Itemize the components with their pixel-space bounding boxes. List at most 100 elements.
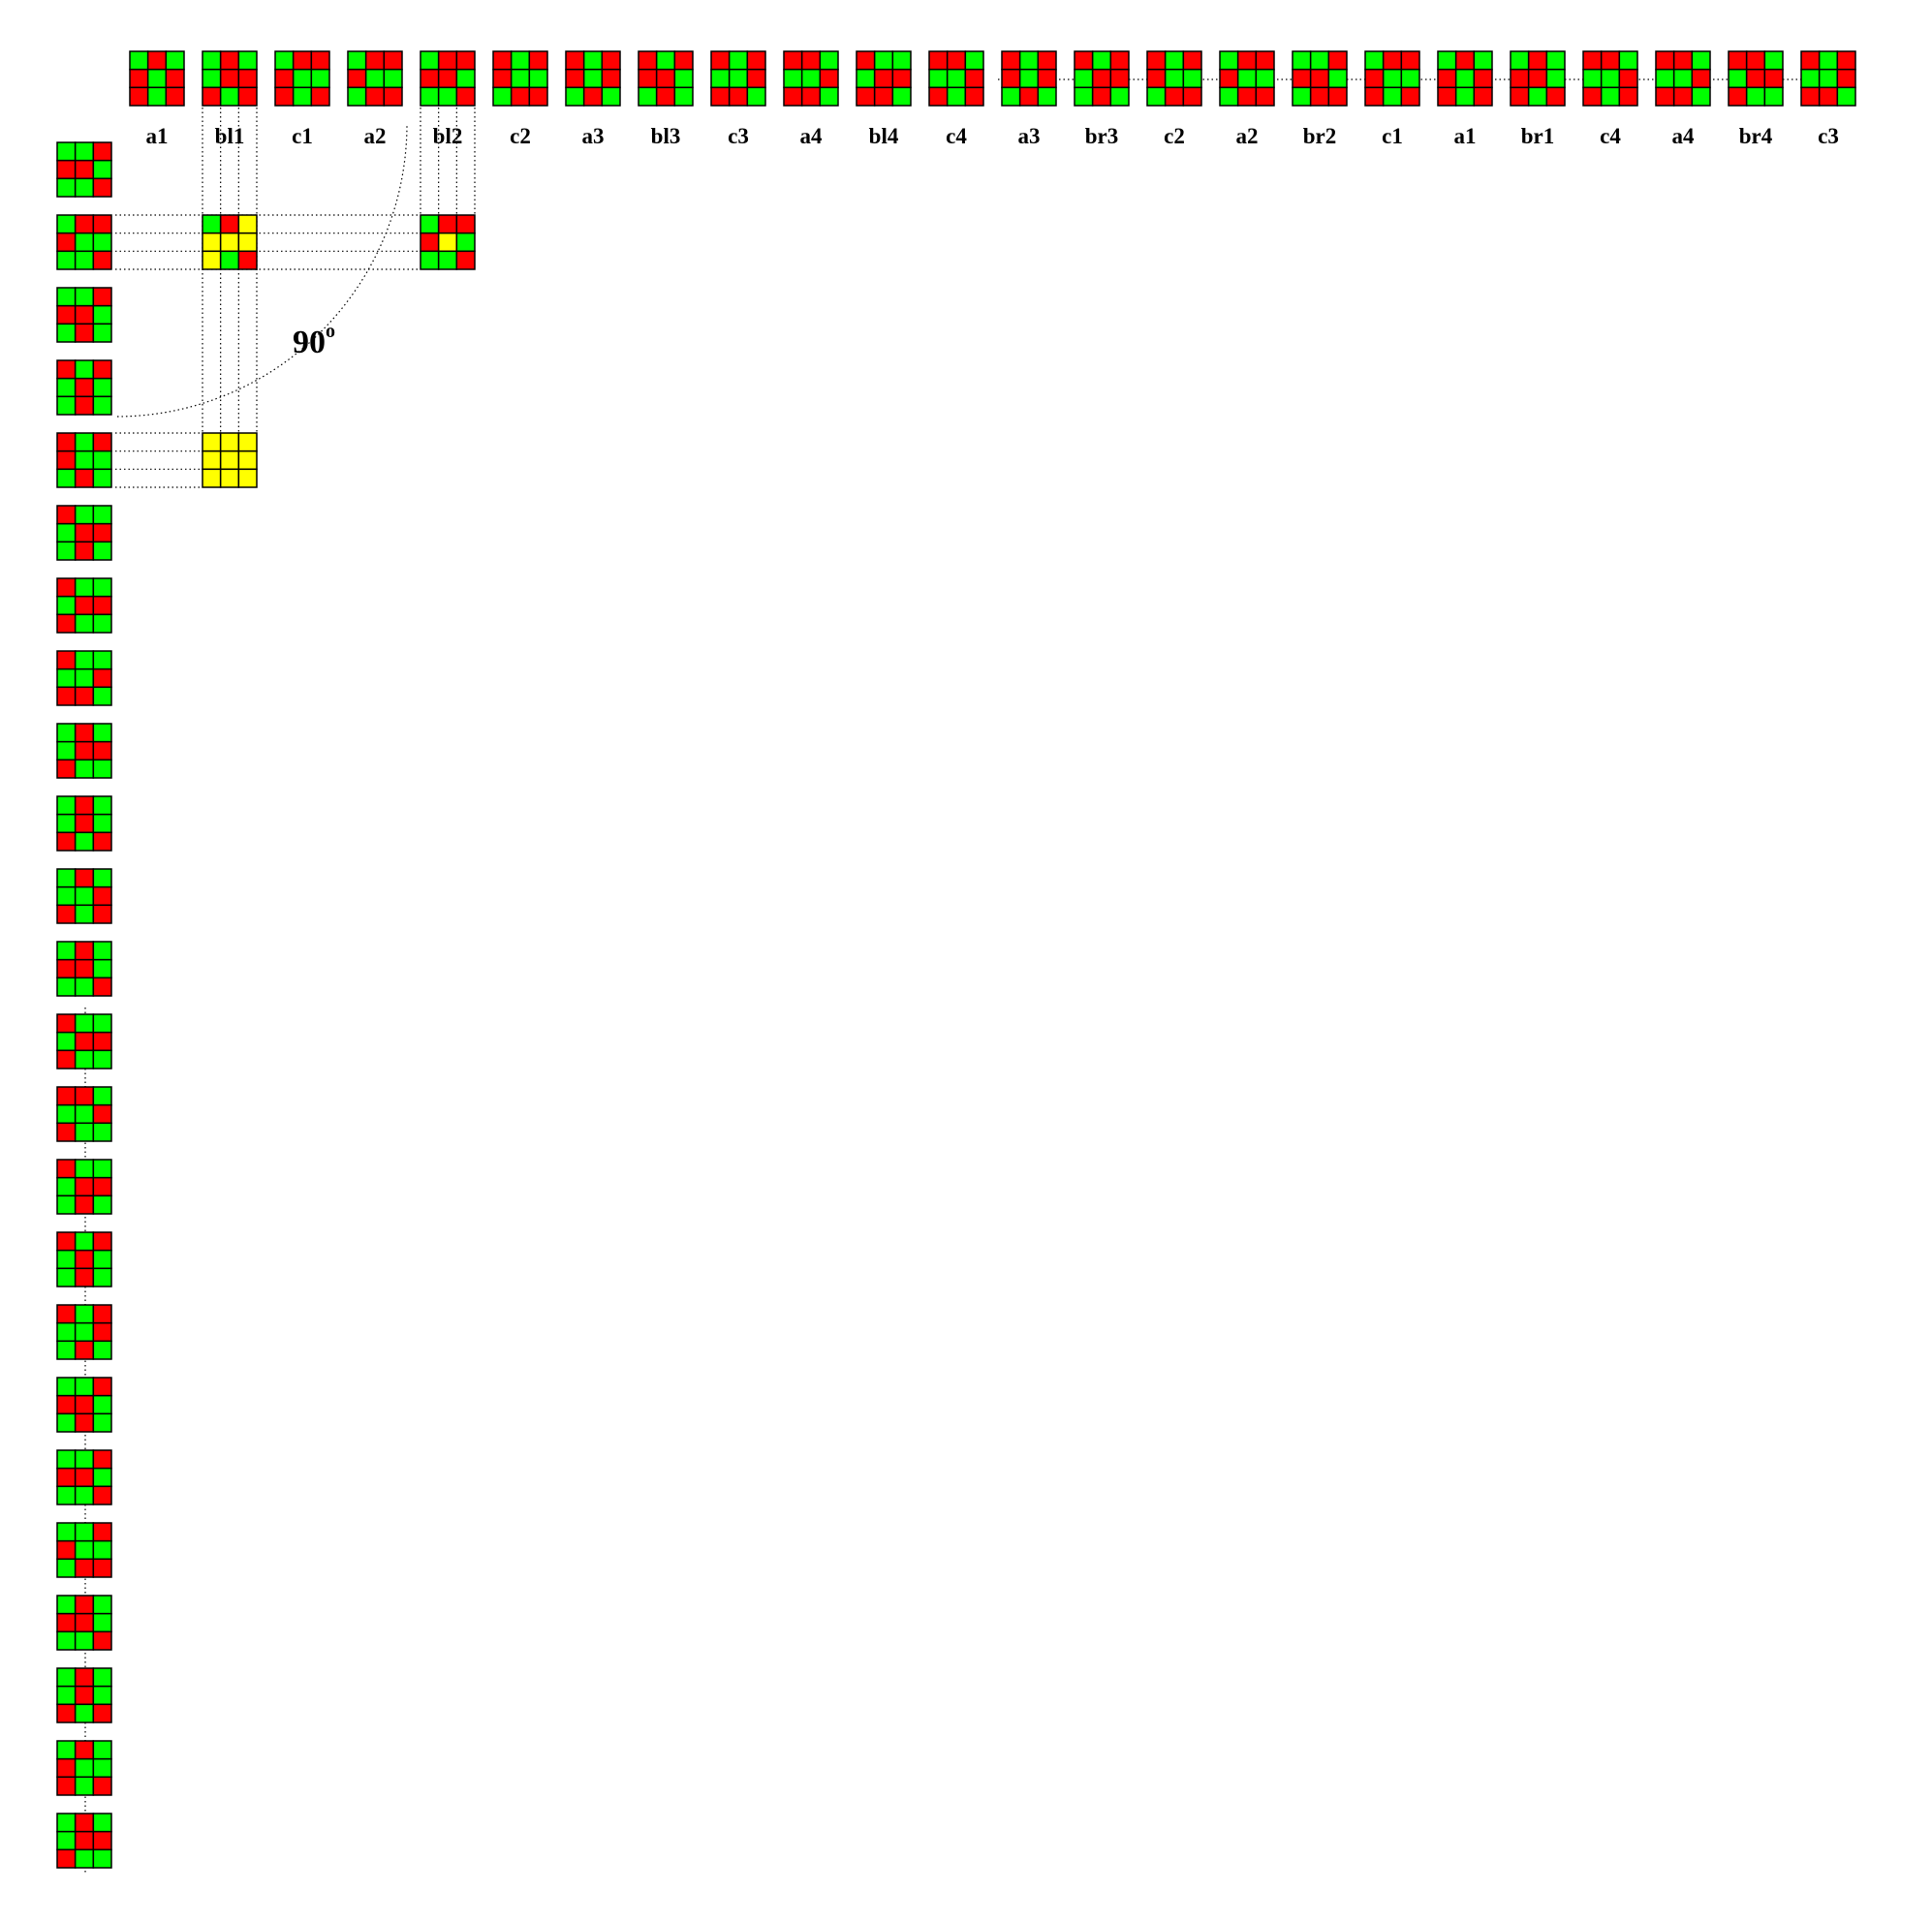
tile-cell [56,141,77,162]
left-tile [56,650,112,706]
tile-cell [74,1321,95,1343]
tile-cell [1582,68,1603,89]
tile-cell [1219,86,1239,107]
top-tile-c3 [1800,50,1856,107]
tile-cell [92,1558,112,1578]
tile-cell [165,86,185,107]
top-tile-bl4 [856,50,912,107]
tile-cell [92,450,112,471]
tile-cell [74,740,95,761]
tile-cell [1255,50,1275,71]
tile-cell [1527,68,1548,89]
tile-cell [56,1086,77,1106]
tile-cell [74,432,95,452]
tile-cell [364,68,386,89]
tile-cell [92,958,112,979]
tile-cell [219,432,240,452]
tile-cell [856,68,876,89]
tile-cell [565,86,585,107]
tile-cell [202,50,222,71]
tile-cell [1473,86,1493,107]
tile-cell [437,86,458,107]
tile-cell [1672,86,1694,107]
tile-cell [1109,86,1130,107]
tile-cell [1600,68,1621,89]
tile-cell [56,667,77,689]
tile-cell [56,468,77,488]
tile-cell [92,177,112,198]
tile-cell [219,86,240,107]
tile-cell [510,68,531,89]
tile-cell [74,977,95,997]
tile-cell [92,941,112,961]
tile-cell [56,686,77,706]
tile-cell [1382,86,1403,107]
tile-cell [1182,50,1202,71]
tile-cell [1037,86,1057,107]
tile-cell [1582,50,1603,71]
tile-cell [74,958,95,979]
tile-cell [74,1103,95,1125]
tile-cell [292,68,313,89]
left-tile [56,795,112,852]
tile-label: br2 [1303,124,1337,148]
tile-cell [528,86,548,107]
tile-cell [638,68,658,89]
tile-cell [1091,50,1112,71]
tile-cell [92,287,112,307]
tile-cell [74,1467,95,1488]
tile-cell [1382,50,1403,71]
tile-cell [56,432,77,452]
tile-cell [1545,50,1566,71]
tile-cell [1454,68,1476,89]
tile-cell [1382,68,1403,89]
tile-cell [1236,50,1258,71]
tile-cell [1691,68,1711,89]
tile-cell [1400,50,1420,71]
tile-cell [237,432,258,452]
tile-cell [56,1595,77,1615]
tile-cell [74,1848,95,1869]
tile-cell [92,1740,112,1760]
tile-cell [1655,68,1675,89]
top-tile-a3 [1001,50,1057,107]
tile-cell [92,1122,112,1142]
tile-cell [56,1194,77,1215]
tile-cell [1437,50,1457,71]
left-tile [56,1086,112,1142]
tile-cell [129,86,149,107]
tile-cell [783,50,803,71]
tile-cell [92,1449,112,1470]
tile-cell [219,50,240,71]
tile-cell [1219,68,1239,89]
tile-cell [383,86,403,107]
left-tile [56,1159,112,1215]
tile-cell [1001,68,1021,89]
tile-cell [56,759,77,779]
left-tile [56,1667,112,1723]
left-tile [56,941,112,997]
tile-cell [56,1103,77,1125]
intersection-tile [420,214,476,270]
tile-cell [56,1848,77,1869]
tile-cell [74,1685,95,1706]
tile-cell [56,1176,77,1197]
tile-cell [92,141,112,162]
top-tile-br2 [1292,50,1348,107]
tile-cell [582,86,604,107]
tile-cell [800,68,822,89]
tile-cell [92,595,112,616]
tile-cell [74,941,95,961]
tile-cell [800,86,822,107]
tile-cell [56,1249,77,1270]
tile-cell [92,613,112,634]
tile-cell [1728,68,1748,89]
tile-cell [56,1776,77,1796]
tile-label: a1 [146,124,169,148]
left-tile [56,1449,112,1505]
tile-cell [437,232,458,253]
top-tile-c2 [492,50,548,107]
tile-cell [420,86,440,107]
tile-cell [56,250,77,270]
tile-cell [92,1031,112,1052]
